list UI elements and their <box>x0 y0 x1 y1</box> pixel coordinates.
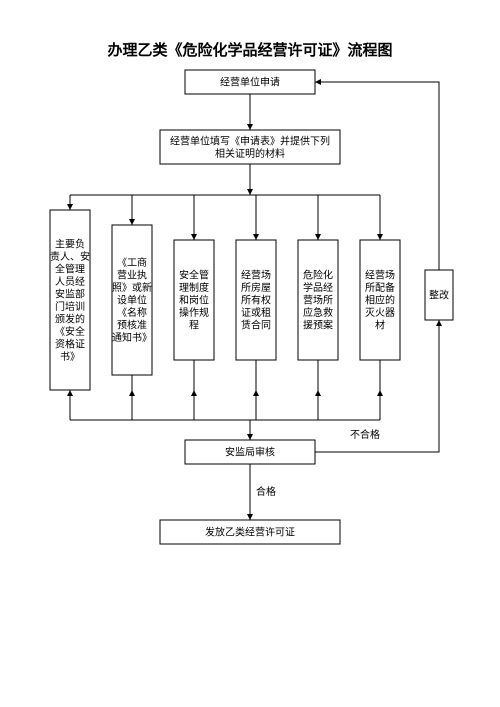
node-n3a: 主要负责人、安全管理人员经安监部门培训颁发的《安全资格证书》 <box>50 210 90 390</box>
node-nZ: 整改 <box>425 270 453 320</box>
node-n3b: 《工商营业执照》或新设单位《名称预核准通知书》 <box>112 225 152 375</box>
svg-text:发放乙类经营许可证: 发放乙类经营许可证 <box>205 526 295 539</box>
chart-title: 办理乙类《危险化学品经营许可证》流程图 <box>107 41 392 59</box>
svg-text:安监局审核: 安监局审核 <box>225 446 275 459</box>
node-n3d: 经营场所房屋所有权证或租赁合同 <box>236 240 276 360</box>
nodes: 经营单位申请经营单位填写《申请表》并提供下列相关证明的材料主要负责人、安全管理人… <box>50 70 453 544</box>
svg-text:经营单位申请: 经营单位申请 <box>220 76 280 89</box>
node-n3f: 经营场所配备相应的灭火器材 <box>360 240 400 360</box>
node-n4: 安监局审核 <box>185 440 315 464</box>
label-fail: 不合格 <box>350 428 380 441</box>
node-n3e: 危险化学品经营场所应急救援预案 <box>298 240 338 360</box>
svg-text:危险化学品经营场所应急救援预案: 危险化学品经营场所应急救援预案 <box>303 269 333 332</box>
node-n5: 发放乙类经营许可证 <box>160 520 340 544</box>
node-n2: 经营单位填写《申请表》并提供下列相关证明的材料 <box>160 130 340 164</box>
node-n1: 经营单位申请 <box>185 70 315 94</box>
node-n3c: 安全管理制度和岗位操作规程 <box>174 240 214 360</box>
svg-text:整改: 整改 <box>429 289 449 302</box>
label-pass: 合格 <box>256 485 276 498</box>
svg-text:经营场所房屋所有权证或租赁合同: 经营场所房屋所有权证或租赁合同 <box>241 269 271 332</box>
svg-text:主要负责人、安全管理人员经安监部门培训颁发的《安全资格证书》: 主要负责人、安全管理人员经安监部门培训颁发的《安全资格证书》 <box>50 237 90 363</box>
